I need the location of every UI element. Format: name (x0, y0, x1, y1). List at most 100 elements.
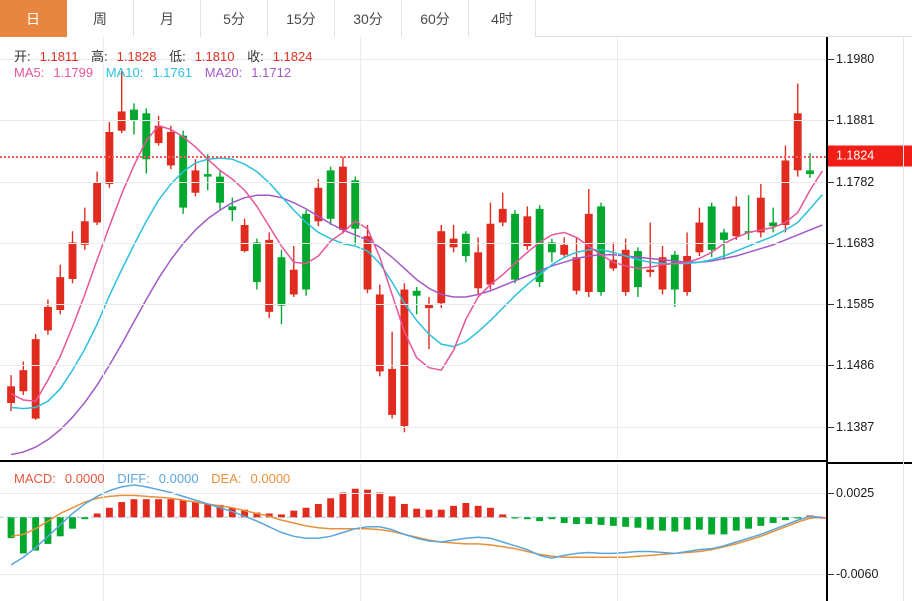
candle-body (130, 109, 138, 121)
dea-line (10, 494, 823, 558)
candle-body (400, 289, 409, 427)
macd-histogram-bar (413, 508, 421, 518)
macd-histogram-bar (228, 507, 236, 518)
macd-histogram-bar (364, 489, 371, 518)
macd-histogram-bar (19, 517, 27, 554)
macd-histogram-bar (708, 517, 716, 535)
candle-body (31, 339, 40, 419)
tab-month[interactable]: 月 (134, 0, 201, 37)
panel-separator (826, 462, 912, 464)
candle-body (646, 269, 655, 273)
macd-histogram-bar (720, 517, 728, 535)
macd-chart-panel[interactable] (0, 464, 826, 601)
macd-histogram-bar (81, 517, 89, 520)
candle-body (154, 125, 163, 144)
macd-histogram-bar (290, 510, 298, 518)
tab-15min[interactable]: 15分 (268, 0, 335, 37)
macd-histogram-bar (204, 503, 212, 518)
price-axis-tick (828, 303, 834, 305)
candle-body (56, 277, 65, 310)
macd-gridline (0, 493, 826, 495)
candle-body (732, 206, 741, 237)
candle-body (44, 306, 52, 331)
macd-histogram-bar (44, 517, 52, 544)
macd-histogram-bar (179, 500, 187, 518)
last-price-dotted-line (0, 155, 826, 158)
macd-axis-tick (828, 493, 834, 495)
price-gridline (0, 426, 826, 428)
macd-histogram-bar (560, 517, 568, 523)
macd-histogram-bar (499, 514, 507, 518)
right-axis[interactable]: 1.1980 1.1881 1.1782 1.1683 1.1585 1.1486 1.13… (826, 37, 912, 601)
macd-axis-label: 0.0025 (836, 486, 875, 501)
macd-histogram-bar (425, 509, 433, 518)
macd-histogram-bar (105, 507, 113, 518)
candle-body (609, 259, 618, 269)
candle-body (425, 304, 433, 309)
macd-histogram-bar (486, 507, 494, 518)
macd-histogram-bar (450, 505, 458, 518)
tab-60min[interactable]: 60分 (402, 0, 469, 37)
candle-body (326, 170, 335, 219)
candle-body (166, 131, 175, 166)
price-axis-tick (828, 365, 834, 367)
ma10-line (10, 157, 823, 410)
macd-histogram-bar (548, 517, 556, 520)
candle-body (781, 160, 790, 225)
candle-body (363, 236, 372, 290)
macd-histogram-bar (646, 517, 654, 530)
macd-histogram-bar (474, 505, 482, 518)
macd-histogram-bar (659, 517, 666, 531)
macd-histogram-bar (769, 517, 777, 523)
candle-body (720, 232, 728, 240)
candle-body (658, 257, 667, 290)
price-axis-label: 1.1980 (836, 51, 875, 66)
ma5-line (10, 124, 823, 402)
macd-histogram-bar (32, 517, 40, 551)
candle-body (437, 231, 446, 304)
macd-histogram-bar (216, 504, 224, 518)
macd-histogram-bar (278, 514, 285, 518)
price-gridline (0, 303, 826, 305)
price-axis-tick (828, 58, 834, 60)
price-axis-tick (828, 120, 834, 122)
tab-5min[interactable]: 5分 (201, 0, 268, 37)
macd-histogram-bar (118, 502, 126, 518)
tab-4hour[interactable]: 4时 (469, 0, 536, 37)
candle-body (277, 257, 286, 306)
candle-body (793, 113, 802, 171)
macd-histogram-bar (130, 499, 138, 518)
timeframe-tabbar: 日 周 月 5分 15分 30分 60分 4时 (0, 0, 912, 37)
candle-body (240, 224, 249, 252)
candle-body (572, 257, 581, 291)
macd-histogram-bar (314, 503, 322, 518)
candle-body (461, 233, 470, 257)
tab-week[interactable]: 周 (67, 0, 134, 37)
macd-axis-tick (828, 574, 834, 576)
macd-histogram-bar (757, 517, 765, 526)
tabbar-filler (536, 0, 912, 36)
candle-body (265, 239, 274, 312)
candle-body (203, 174, 212, 177)
macd-histogram-bar (732, 517, 740, 531)
tab-30min[interactable]: 30分 (335, 0, 402, 37)
candle-body (105, 131, 114, 185)
candle-body (560, 244, 569, 255)
macd-histogram-bar (622, 517, 630, 527)
candle-body (142, 113, 151, 160)
macd-histogram-bar (781, 517, 789, 521)
price-axis-tick (828, 426, 834, 428)
price-chart-panel[interactable] (0, 37, 826, 462)
macd-histogram-bar (69, 517, 76, 529)
candle-body (375, 294, 384, 372)
macd-histogram-bar (671, 517, 679, 532)
macd-histogram-bar (142, 499, 150, 518)
axis-right-border (903, 37, 904, 601)
candle-body (535, 208, 544, 283)
tab-day[interactable]: 日 (0, 0, 67, 37)
candle-body (412, 290, 421, 296)
macd-histogram-bar (241, 509, 249, 518)
candle-body (68, 242, 77, 279)
candle-body (339, 166, 347, 230)
macd-histogram-bar (302, 507, 310, 518)
